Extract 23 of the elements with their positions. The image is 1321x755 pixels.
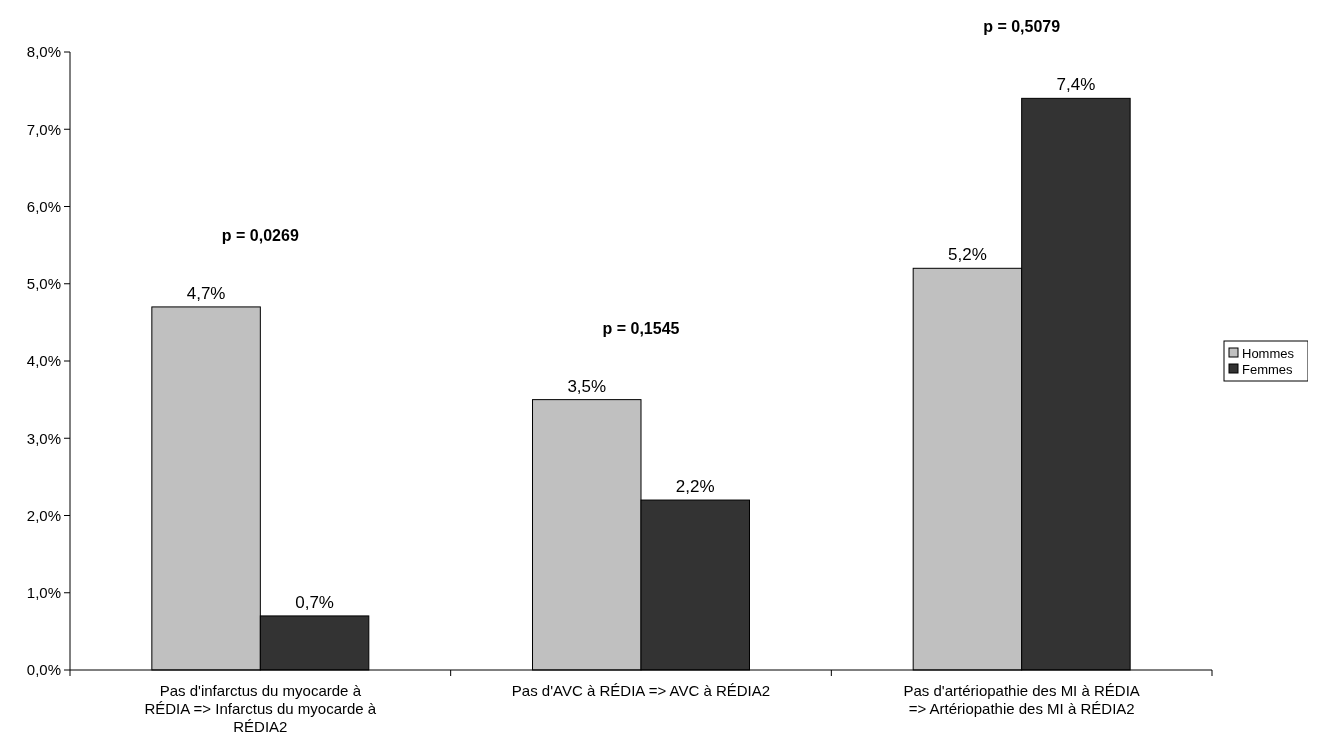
- y-tick-label: 4,0%: [26, 352, 61, 370]
- data-label: 7,4%: [1056, 75, 1096, 95]
- annotation: p = 0,1545: [602, 319, 680, 337]
- x-tick-label: Pas d'AVC à RÉDIA => AVC à RÉDIA2: [511, 682, 771, 699]
- data-label: 0,7%: [295, 592, 334, 612]
- y-tick-label: 5,0%: [26, 275, 61, 292]
- x-tick-label: Pas d'infarctus du myocarde à RÉDIA => Infarctus du myocarde à RÉDIA2: [144, 682, 377, 735]
- data-label: 5,2%: [948, 245, 987, 265]
- legend-label: Femmes: [1242, 361, 1294, 377]
- y-tick-label: 8,0%: [26, 43, 61, 61]
- x-tick-label: Pas d'artériopathie des MI à RÉDIA => Artériopathie des MI à RÉDIA2: [903, 682, 1140, 717]
- y-tick-label: 1,0%: [26, 584, 61, 601]
- y-tick-label: 2,0%: [26, 506, 61, 524]
- data-label: 2,2%: [675, 477, 715, 497]
- y-tick-label: 6,0%: [26, 197, 61, 215]
- y-tick-label: 0,0%: [26, 661, 61, 679]
- y-tick-label: 7,0%: [26, 120, 61, 138]
- data-label: 3,5%: [567, 376, 607, 396]
- annotation: p = 0,0269: [221, 226, 299, 244]
- data-label: 4,7%: [186, 283, 226, 303]
- legend-label: Hommes: [1242, 345, 1295, 361]
- y-tick-label: 3,0%: [26, 429, 61, 447]
- text: p = 0,5079: [983, 18, 1061, 36]
